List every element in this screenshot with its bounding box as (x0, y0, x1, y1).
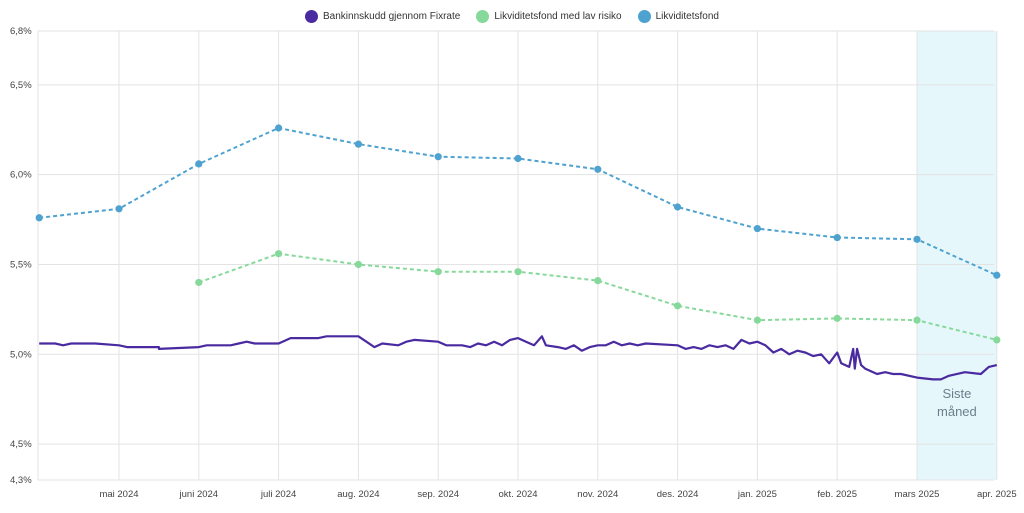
series-line-2 (39, 335, 998, 381)
series-point-1 (354, 260, 362, 269)
y-tick-label: 6,5% (10, 80, 32, 91)
y-tick-label: 6,0% (10, 170, 32, 181)
series-point-1 (275, 250, 283, 258)
series-point-0 (195, 160, 203, 168)
y-tick-label: 4,5% (10, 439, 32, 450)
series-point-1 (993, 336, 1001, 344)
highlight-band (917, 31, 997, 480)
y-tick-label: 4,3% (10, 475, 32, 486)
series-point-1 (594, 277, 602, 285)
series-point-0 (913, 235, 921, 243)
legend-item-low-risk-fund[interactable]: Likviditetsfond med lav risiko (476, 10, 622, 23)
x-tick-label: okt. 2024 (498, 489, 537, 500)
y-tick-label: 5,0% (10, 349, 32, 360)
legend-swatch-low-risk-fund (476, 10, 490, 23)
legend-swatch-liquidity-fund (637, 10, 651, 23)
x-tick-label: juni 2024 (179, 489, 219, 500)
series-point-0 (674, 203, 682, 211)
legend: Bankinnskudd gjennom Fixrate Likviditets… (0, 10, 1024, 23)
series-point-1 (674, 302, 682, 310)
x-tick-label: sep. 2024 (417, 489, 459, 500)
legend-label-fixrate: Bankinnskudd gjennom Fixrate (323, 11, 461, 22)
series-point-1 (913, 316, 921, 324)
x-tick-label: mai 2024 (99, 489, 138, 500)
series-point-0 (115, 205, 123, 213)
series-point-0 (833, 233, 841, 242)
x-tick-label: juli 2024 (260, 489, 296, 500)
x-tick-label: aug. 2024 (337, 489, 379, 500)
series-point-0 (594, 165, 602, 173)
series-point-0 (753, 224, 762, 233)
x-tick-label: des. 2024 (657, 489, 699, 500)
legend-item-liquidity-fund[interactable]: Likviditetsfond (637, 10, 719, 23)
legend-swatch-fixrate (305, 10, 319, 23)
series-point-1 (833, 314, 841, 322)
series-point-1 (753, 316, 762, 324)
y-tick-label: 6,8% (10, 26, 32, 37)
legend-label-low-risk-fund: Likviditetsfond med lav risiko (494, 11, 622, 22)
x-tick-label: feb. 2025 (817, 489, 857, 500)
x-tick-label: mars 2025 (895, 489, 940, 500)
series-point-0 (993, 271, 1001, 279)
legend-item-fixrate[interactable]: Bankinnskudd gjennom Fixrate (305, 10, 460, 23)
series-point-0 (275, 124, 283, 132)
series-point-1 (195, 278, 203, 287)
series-point-0 (514, 154, 522, 163)
series-point-0 (354, 140, 362, 148)
highlight-label-line2: måned (937, 404, 977, 419)
series-point-1 (434, 268, 442, 276)
series-point-1 (514, 268, 522, 276)
x-tick-label: apr. 2025 (977, 489, 1017, 500)
x-tick-label: jan. 2025 (737, 489, 777, 500)
series-point-0 (35, 214, 43, 222)
series-point-0 (434, 153, 442, 161)
highlight-label-line1: Siste (942, 386, 971, 401)
y-tick-label: 5,5% (10, 259, 32, 270)
legend-label-liquidity-fund: Likviditetsfond (655, 11, 719, 22)
x-tick-label: nov. 2024 (577, 489, 618, 500)
